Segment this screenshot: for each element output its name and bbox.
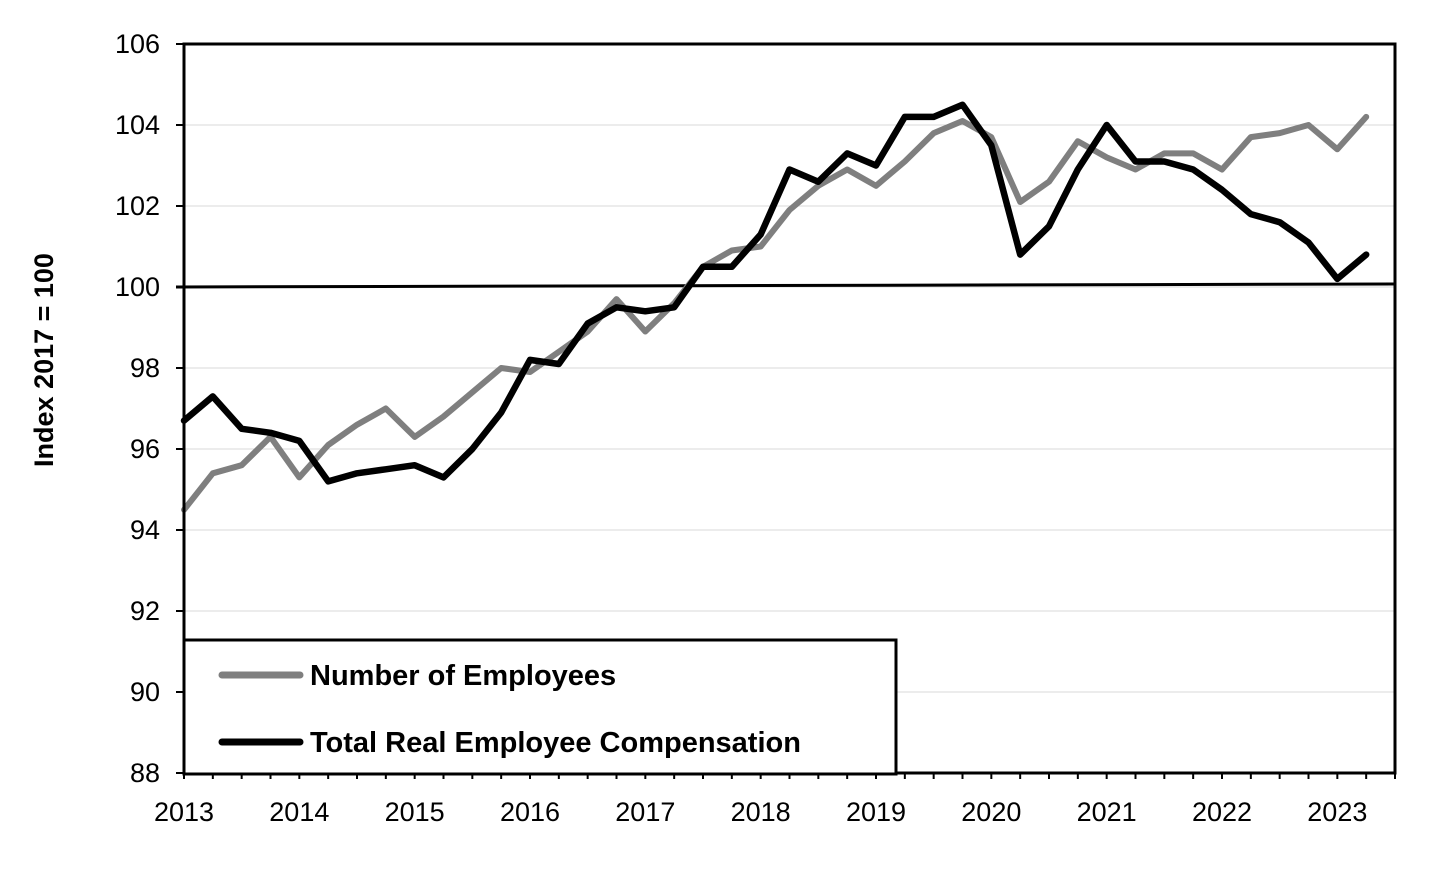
y-tick-label: 92	[130, 596, 160, 626]
series-line-compensation	[180, 101, 1370, 485]
y-tick-label: 98	[130, 353, 160, 383]
legend-label: Number of Employees	[310, 660, 616, 692]
legend: Number of Employees Total Real Employee C…	[182, 638, 898, 776]
y-tick-label: 88	[130, 758, 160, 788]
x-tick-label: 2020	[961, 797, 1021, 827]
reference-line	[175, 282, 1396, 289]
y-tick-label: 100	[115, 272, 160, 302]
x-tick-label: 2021	[1077, 797, 1137, 827]
y-axis-title: Index 2017 = 100	[29, 253, 59, 467]
x-tick-label: 2023	[1307, 797, 1367, 827]
x-tick-label: 2013	[154, 797, 214, 827]
y-tick-label: 102	[115, 191, 160, 221]
reference-line-group	[175, 282, 1396, 289]
legend-label: Total Real Employee Compensation	[310, 727, 801, 759]
y-tick-label: 104	[115, 110, 160, 140]
y-tick-label: 94	[130, 515, 160, 545]
x-tick-label: 2016	[500, 797, 560, 827]
x-axis: 2013 2014 2015 2016 2017 2018 2019 2020 2021 2022…	[154, 773, 1396, 827]
y-tick-label: 96	[130, 434, 160, 464]
legend-box	[182, 638, 898, 776]
x-tick-label: 2015	[385, 797, 445, 827]
x-tick-label: 2022	[1192, 797, 1252, 827]
x-tick-label: 2018	[731, 797, 791, 827]
y-tick-label: 90	[130, 677, 160, 707]
x-tick-label: 2014	[269, 797, 329, 827]
y-tick-label: 106	[115, 29, 160, 59]
x-tick-label: 2019	[846, 797, 906, 827]
x-tick-label: 2017	[615, 797, 675, 827]
series-lines	[180, 101, 1370, 513]
series-line-employees	[181, 113, 1370, 513]
y-axis: 88 90 92 94 96 98 100 102 104 106	[115, 29, 184, 788]
